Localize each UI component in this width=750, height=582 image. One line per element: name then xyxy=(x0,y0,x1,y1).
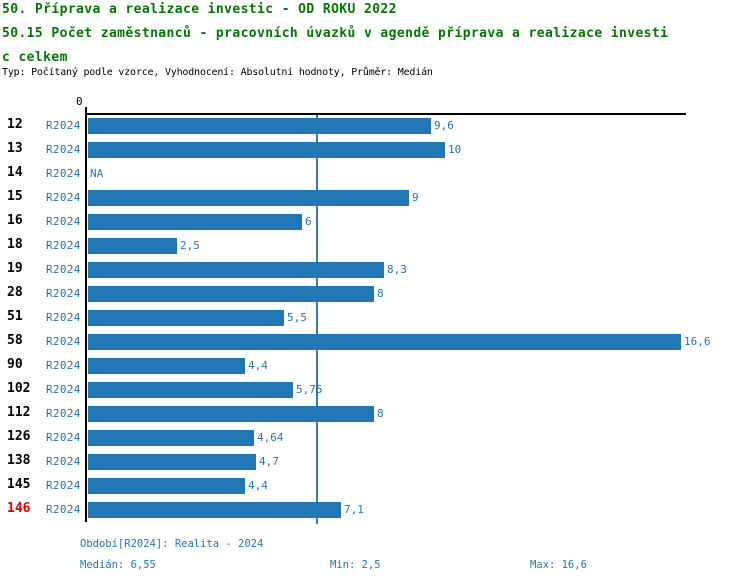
value-bar xyxy=(88,238,177,254)
median-stat-label: Medián: 6,55 xyxy=(80,559,156,571)
value-bar xyxy=(88,286,374,302)
value-bar xyxy=(88,358,245,374)
chart-row: 58 R2024 16,6 xyxy=(0,330,750,354)
value-label: 16,6 xyxy=(684,335,711,348)
row-category-label: 19 xyxy=(7,261,23,276)
row-series-label: R2024 xyxy=(46,407,81,420)
row-series-label: R2024 xyxy=(46,335,81,348)
median-reference-line xyxy=(316,115,318,524)
chart-row: 14 R2024 NA xyxy=(0,162,750,186)
value-label: 4,4 xyxy=(248,359,268,372)
value-label: 9,6 xyxy=(434,119,454,132)
value-label: 7,1 xyxy=(344,503,364,516)
row-category-label: 13 xyxy=(7,141,23,156)
value-bar xyxy=(88,478,245,494)
min-stat-label: Min: 2,5 xyxy=(330,559,381,571)
value-bar xyxy=(88,118,431,134)
value-bar xyxy=(88,382,293,398)
row-category-label: 51 xyxy=(7,309,23,324)
row-series-label: R2024 xyxy=(46,215,81,228)
row-series-label: R2024 xyxy=(46,431,81,444)
value-bar xyxy=(88,406,374,422)
chart-rows: 12 R2024 9,6 13 R2024 10 14 R2024 NA 15 R2024 9 16 R2… xyxy=(0,114,750,522)
row-series-label: R2024 xyxy=(46,239,81,252)
value-label: 8 xyxy=(377,407,384,420)
value-bar xyxy=(88,142,445,158)
report-title-line2: 50.15 Počet zaměstnanců - pracovních úva… xyxy=(2,26,669,41)
value-bar xyxy=(88,502,341,518)
value-label: 4,7 xyxy=(259,455,279,468)
value-bar xyxy=(88,214,302,230)
report-title-line1: 50. Příprava a realizace investic - OD R… xyxy=(2,2,397,17)
chart-row: 16 R2024 6 xyxy=(0,210,750,234)
value-bar xyxy=(88,310,284,326)
row-category-label: 138 xyxy=(7,453,31,468)
row-category-label: 15 xyxy=(7,189,23,204)
value-label: 8,3 xyxy=(387,263,407,276)
row-category-label: 126 xyxy=(7,429,31,444)
max-stat-label: Max: 16,6 xyxy=(530,559,587,571)
row-series-label: R2024 xyxy=(46,383,81,396)
x-axis-zero-tick-label: 0 xyxy=(76,95,83,108)
row-category-label: 12 xyxy=(7,117,23,132)
chart-row: 12 R2024 9,6 xyxy=(0,114,750,138)
row-series-label: R2024 xyxy=(46,287,81,300)
value-label: NA xyxy=(90,167,104,180)
period-label: Období[R2024]: Realita - 2024 xyxy=(80,538,264,550)
chart-row: 145 R2024 4,4 xyxy=(0,474,750,498)
row-series-label: R2024 xyxy=(46,503,81,516)
chart-row: 13 R2024 10 xyxy=(0,138,750,162)
row-series-label: R2024 xyxy=(46,191,81,204)
chart-row: 138 R2024 4,7 xyxy=(0,450,750,474)
row-category-label: 145 xyxy=(7,477,31,492)
row-series-label: R2024 xyxy=(46,455,81,468)
chart-row: 15 R2024 9 xyxy=(0,186,750,210)
chart-row: 126 R2024 4,64 xyxy=(0,426,750,450)
value-bar xyxy=(88,190,409,206)
report-meta-line: Typ: Počítaný podle vzorce, Vyhodnocení:… xyxy=(2,67,433,78)
value-label: 4,4 xyxy=(248,479,268,492)
value-label: 10 xyxy=(448,143,462,156)
chart-row: 28 R2024 8 xyxy=(0,282,750,306)
row-series-label: R2024 xyxy=(46,167,81,180)
row-series-label: R2024 xyxy=(46,143,81,156)
row-series-label: R2024 xyxy=(46,311,81,324)
row-category-label: 58 xyxy=(7,333,23,348)
row-category-label: 112 xyxy=(7,405,31,420)
y-axis-line xyxy=(85,107,87,522)
row-category-label: 146 xyxy=(7,501,31,516)
chart-row: 51 R2024 5,5 xyxy=(0,306,750,330)
row-series-label: R2024 xyxy=(46,359,81,372)
chart-row: 102 R2024 5,75 xyxy=(0,378,750,402)
report-title-line3: c celkem xyxy=(2,50,68,65)
value-label: 2,5 xyxy=(180,239,200,252)
row-series-label: R2024 xyxy=(46,479,81,492)
row-series-label: R2024 xyxy=(46,263,81,276)
row-category-label: 90 xyxy=(7,357,23,372)
value-bar xyxy=(88,430,254,446)
x-axis-line xyxy=(85,113,686,115)
value-bar xyxy=(88,262,384,278)
row-series-label: R2024 xyxy=(46,119,81,132)
value-label: 4,64 xyxy=(257,431,284,444)
row-category-label: 28 xyxy=(7,285,23,300)
chart-row: 112 R2024 8 xyxy=(0,402,750,426)
chart-row: 146 R2024 7,1 xyxy=(0,498,750,522)
value-label: 8 xyxy=(377,287,384,300)
chart-row: 18 R2024 2,5 xyxy=(0,234,750,258)
chart-row: 19 R2024 8,3 xyxy=(0,258,750,282)
chart-row: 90 R2024 4,4 xyxy=(0,354,750,378)
value-bar xyxy=(88,454,256,470)
row-category-label: 14 xyxy=(7,165,23,180)
row-category-label: 16 xyxy=(7,213,23,228)
value-label: 5,75 xyxy=(296,383,323,396)
value-label: 6 xyxy=(305,215,312,228)
value-label: 9 xyxy=(412,191,419,204)
row-category-label: 102 xyxy=(7,381,31,396)
value-bar xyxy=(88,334,681,350)
value-label: 5,5 xyxy=(287,311,307,324)
row-category-label: 18 xyxy=(7,237,23,252)
